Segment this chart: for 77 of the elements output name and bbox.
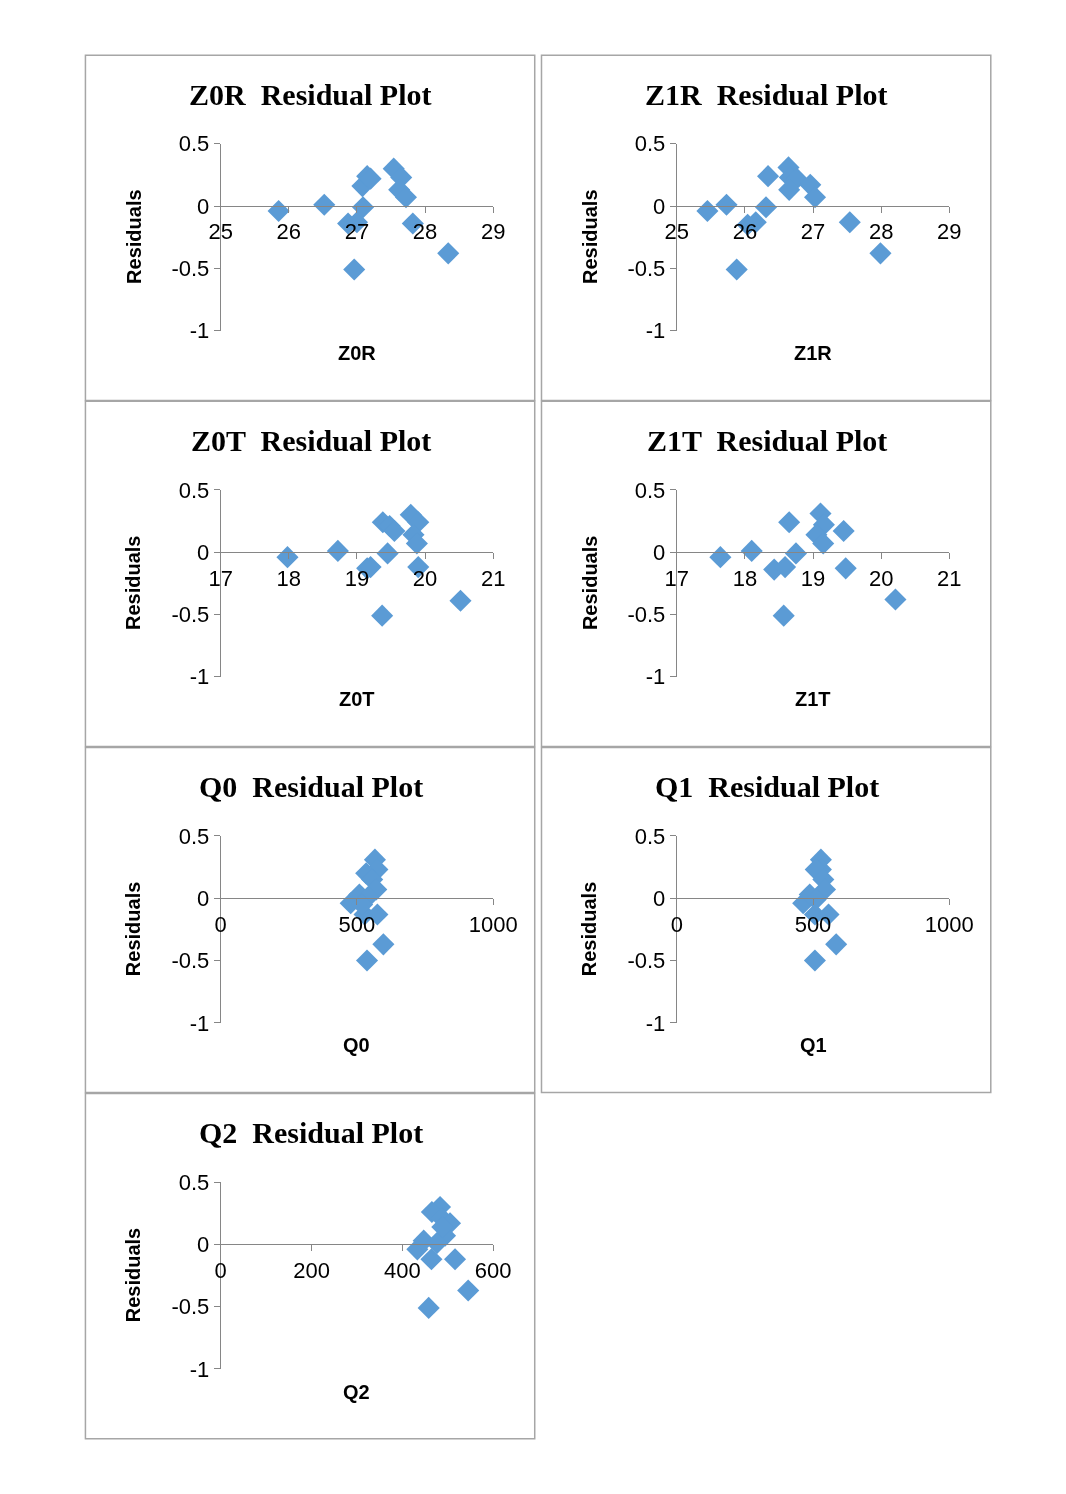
x-tick-label: 0 (214, 1257, 227, 1283)
chart-title: Z1R Residual Plot (645, 78, 888, 111)
y-axis-title: Residuals (122, 189, 145, 284)
x-axis-title: Q1 (800, 1034, 827, 1056)
y-axis-title: Residuals (578, 189, 601, 284)
x-tick-label: 600 (474, 1257, 512, 1283)
x-axis-title: Z1R (794, 342, 833, 364)
y-tick-label: -1 (645, 1010, 666, 1036)
x-tick-label: 500 (794, 911, 832, 937)
y-tick-label: 0.5 (178, 823, 210, 849)
y-tick-label: -1 (189, 1010, 210, 1036)
y-tick-label: 0.5 (178, 131, 210, 157)
y-tick-label: -1 (189, 318, 210, 344)
y-tick-label: -0.5 (171, 256, 210, 282)
x-tick-label: 25 (664, 219, 690, 245)
y-tick-label: -0.5 (627, 256, 666, 282)
y-tick-label: -1 (645, 664, 666, 690)
chart-title: Z0T Residual Plot (191, 424, 432, 457)
y-axis-title: Residuals (578, 881, 601, 977)
x-tick-label: 18 (732, 565, 758, 591)
y-tick-label: 0 (197, 193, 210, 219)
x-tick-label: 21 (480, 565, 506, 591)
y-tick-label: 0 (197, 539, 210, 565)
y-tick-label: 0.5 (634, 823, 666, 849)
chart-title: Q0 Residual Plot (199, 770, 424, 803)
x-tick-label: 18 (276, 565, 302, 591)
y-axis-title: Residuals (578, 535, 601, 631)
y-tick-label: -0.5 (171, 948, 210, 974)
x-tick-label: 1000 (924, 911, 974, 937)
x-tick-label: 28 (412, 219, 438, 245)
x-axis-title: Q2 (343, 1381, 370, 1403)
y-tick-label: -0.5 (171, 1294, 210, 1320)
x-tick-label: 19 (344, 565, 370, 591)
x-tick-label: 26 (276, 219, 302, 245)
y-tick-label: -1 (189, 1356, 210, 1382)
y-tick-label: 0 (197, 1232, 210, 1258)
x-axis-title: Z0R (338, 342, 377, 364)
x-axis-title: Z1T (795, 688, 831, 710)
y-tick-label: -0.5 (627, 948, 666, 974)
y-axis-title: Residuals (122, 881, 145, 977)
chart-title: Q2 Residual Plot (199, 1116, 424, 1149)
chart-title: Z0R Residual Plot (189, 78, 432, 111)
x-tick-label: 17 (208, 565, 233, 591)
y-tick-label: 0 (653, 539, 666, 565)
y-tick-label: 0.5 (178, 477, 210, 503)
x-tick-label: 500 (338, 911, 376, 937)
x-tick-label: 400 (384, 1257, 421, 1283)
x-tick-label: 29 (937, 219, 962, 245)
y-tick-label: 0 (197, 885, 210, 911)
y-tick-label: 0.5 (634, 131, 666, 157)
x-tick-label: 17 (664, 565, 690, 591)
y-tick-label: 0 (653, 885, 666, 911)
x-tick-label: 20 (412, 565, 438, 591)
y-axis-title: Residuals (122, 1227, 145, 1323)
x-tick-label: 0 (214, 911, 227, 937)
y-tick-label: -1 (189, 664, 210, 690)
y-tick-label: 0.5 (634, 477, 666, 503)
y-axis-title: Residuals (122, 535, 145, 631)
x-tick-label: 19 (800, 565, 826, 591)
x-axis-title: Z0T (339, 688, 375, 710)
x-tick-label: 1000 (468, 911, 518, 937)
x-tick-label: 25 (208, 219, 233, 245)
y-tick-label: 0.5 (178, 1169, 210, 1195)
x-tick-label: 20 (868, 565, 894, 591)
y-tick-label: 0 (653, 193, 666, 219)
x-tick-label: 200 (293, 1257, 330, 1283)
y-tick-label: -1 (645, 318, 666, 344)
chart-title: Q1 Residual Plot (655, 770, 880, 803)
x-tick-label: 27 (800, 219, 826, 245)
x-axis-title: Q0 (343, 1034, 370, 1056)
x-tick-label: 29 (480, 219, 506, 245)
x-tick-label: 28 (868, 219, 894, 245)
chart-title: Z1T Residual Plot (647, 424, 888, 457)
x-tick-label: 21 (937, 565, 962, 591)
y-tick-label: -0.5 (627, 602, 666, 628)
x-tick-label: 0 (670, 911, 683, 937)
y-tick-label: -0.5 (171, 602, 210, 628)
